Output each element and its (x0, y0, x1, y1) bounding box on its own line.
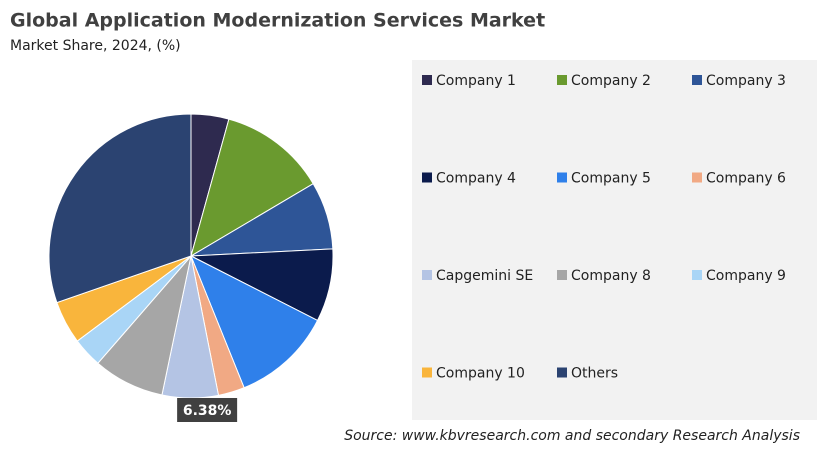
legend-label: Company 3 (706, 73, 786, 89)
chart-subtitle: Market Share, 2024, (%) (10, 38, 181, 54)
chart-title: Global Application Modernization Service… (10, 10, 545, 32)
legend-label: Capgemini SE (436, 268, 533, 284)
pie-slice (48, 113, 192, 304)
legend-background (412, 60, 817, 420)
data-label: 6.38% (183, 403, 232, 419)
legend-label: Company 5 (571, 171, 651, 187)
legend-swatch (422, 172, 432, 183)
legend-label: Others (571, 366, 618, 382)
legend-label: Company 8 (571, 268, 651, 284)
legend-label: Company 4 (436, 171, 516, 187)
legend-swatch (557, 75, 567, 85)
legend-label: Company 6 (706, 171, 786, 187)
pie-slice (190, 254, 319, 389)
pie-slice (190, 118, 314, 258)
legend-swatch (692, 172, 702, 183)
source-note: Source: www.kbvresearch.com and secondar… (344, 428, 800, 444)
legend-label: Company 1 (436, 73, 516, 89)
data-label-box (177, 397, 238, 422)
legend-label: Company 2 (571, 73, 651, 89)
legend-swatch (422, 75, 432, 85)
legend-swatch (692, 270, 702, 280)
legend-swatch (557, 172, 567, 183)
legend-swatch (557, 367, 567, 378)
legend-swatch (557, 270, 567, 280)
legend-swatch (422, 270, 432, 280)
legend-label: Company 10 (436, 366, 525, 382)
legend-label: Company 9 (706, 268, 786, 284)
legend-swatch (692, 75, 702, 85)
legend-swatch (422, 367, 432, 378)
